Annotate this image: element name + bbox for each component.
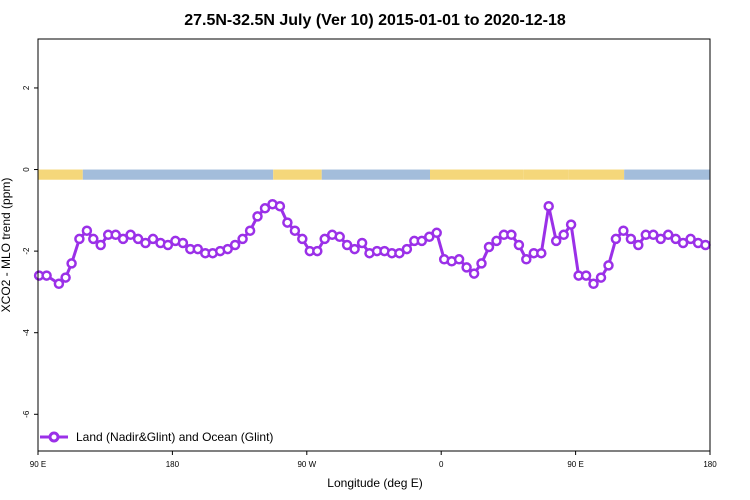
data-point: [595, 272, 607, 283]
data-point: [558, 229, 569, 241]
data-point: [700, 239, 711, 251]
data-point: [289, 225, 301, 236]
data-point: [453, 254, 465, 265]
x-tick-label: 180: [703, 460, 717, 469]
data-point: [319, 233, 330, 245]
data-point: [468, 268, 480, 279]
data-point: [282, 217, 293, 228]
data-point: [147, 233, 159, 245]
data-point: [162, 239, 174, 251]
data-point: [491, 235, 502, 247]
data-point: [60, 272, 71, 283]
data-point: [476, 258, 487, 269]
plot-frame: [37, 38, 711, 452]
data-point: [95, 239, 106, 251]
data-point: [655, 233, 666, 245]
data-point: [132, 233, 144, 245]
band-segment-land: [568, 169, 625, 180]
data-point: [416, 235, 428, 247]
data-point: [506, 229, 517, 241]
data-point: [603, 260, 614, 271]
data-point: [259, 203, 271, 214]
data-point: [334, 231, 345, 243]
data-point: [125, 229, 136, 241]
x-axis-label: Longitude (deg E): [327, 476, 422, 490]
band-segment-land: [38, 169, 83, 180]
data-point: [565, 219, 577, 230]
data-point: [625, 233, 637, 245]
data-point: [618, 225, 629, 236]
y-tick-label: -6: [22, 410, 31, 418]
y-tick-label: 2: [22, 85, 31, 90]
data-point: [81, 225, 93, 236]
data-point: [229, 239, 241, 251]
data-point: [110, 229, 121, 241]
legend: Land (Nadir&Glint) and Ocean (Glint): [40, 430, 273, 444]
data-point: [41, 270, 52, 281]
y-tick-label: -2: [22, 247, 31, 255]
data-point: [401, 243, 413, 255]
data-point: [648, 229, 659, 241]
data-point: [580, 270, 592, 281]
y-tick-label: 0: [22, 167, 31, 172]
data-point: [349, 243, 360, 255]
data-point: [461, 262, 472, 273]
band-segment-land: [273, 169, 322, 180]
band-segment-ocean: [82, 169, 274, 180]
chart-title: 27.5N-32.5N July (Ver 10) 2015-01-01 to …: [184, 12, 566, 29]
band-segment-land: [430, 169, 524, 180]
data-point: [140, 237, 151, 249]
data-point: [244, 225, 256, 236]
data-point: [543, 200, 554, 212]
data-point: [312, 245, 323, 257]
data-point: [536, 247, 547, 259]
data-point: [431, 227, 442, 239]
data-point: [74, 233, 85, 245]
legend-label: Land (Nadir&Glint) and Ocean (Glint): [76, 430, 273, 444]
series-line-group: [33, 198, 711, 290]
x-tick-label: 0: [439, 460, 444, 469]
data-point: [53, 278, 65, 290]
data-point: [662, 229, 674, 241]
y-tick-label: -4: [22, 329, 31, 337]
data-point: [297, 233, 308, 245]
data-point: [685, 233, 696, 245]
legend-swatch-marker: [48, 431, 60, 443]
data-point: [588, 278, 599, 290]
data-point: [274, 200, 286, 212]
band-segment-ocean: [624, 169, 710, 180]
surface-type-band: [38, 169, 710, 180]
data-point: [483, 241, 495, 253]
data-point: [222, 243, 233, 255]
x-tick-label: 90 E: [567, 460, 583, 469]
band-segment-ocean: [321, 169, 430, 180]
data-point: [610, 233, 622, 245]
data-point: [341, 239, 353, 251]
data-point: [550, 235, 562, 247]
x-tick-label: 90 E: [30, 460, 46, 469]
x-tick-label: 90 W: [297, 460, 316, 469]
data-point: [252, 211, 263, 222]
x-axis: 90 E 180 90 W 0 90 E 180: [30, 451, 717, 469]
band-segment-land: [523, 169, 569, 180]
data-point: [394, 247, 405, 259]
data-point: [88, 233, 99, 245]
data-point: [237, 233, 248, 245]
data-point: [677, 237, 689, 249]
data-point: [670, 233, 681, 245]
data-point: [177, 237, 189, 249]
x-tick-label: 180: [166, 460, 180, 469]
y-axis: 2 0 -2 -4 -6: [22, 85, 38, 418]
y-axis-label: XCO2 - MLO trend (ppm): [0, 178, 13, 313]
data-point: [633, 239, 644, 251]
data-point: [521, 254, 532, 265]
data-point: [192, 243, 204, 255]
data-point: [117, 233, 129, 245]
data-point: [356, 237, 368, 249]
data-point: [66, 258, 77, 269]
data-point: [513, 239, 525, 251]
